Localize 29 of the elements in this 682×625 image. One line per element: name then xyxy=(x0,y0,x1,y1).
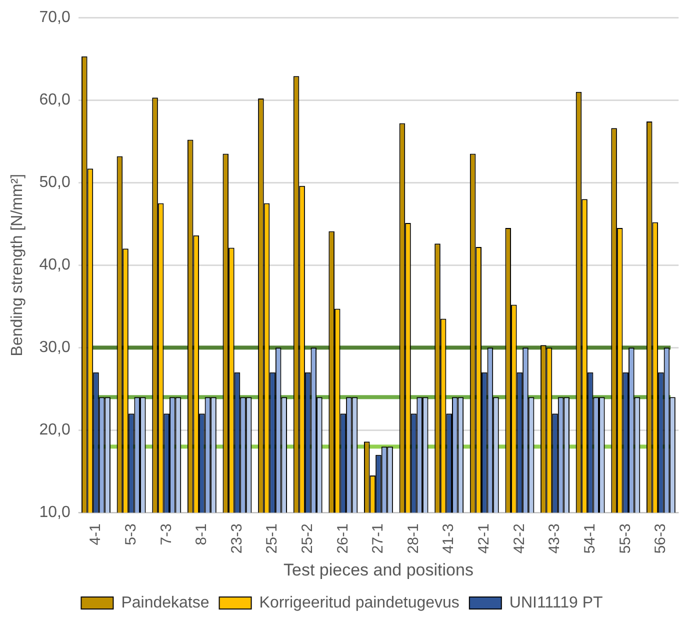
x-tick-label: 8-1 xyxy=(193,524,210,546)
x-tick-label: 26-1 xyxy=(334,524,352,554)
y-tick-label: 10,0 xyxy=(39,504,70,521)
x-tick-label: 55-3 xyxy=(616,524,634,554)
y-tick-label: 40,0 xyxy=(39,256,70,274)
x-tick-label: 42-1 xyxy=(476,524,493,554)
x-tick-label: 7-3 xyxy=(158,524,175,546)
x-axis-title: Test pieces and positions xyxy=(283,560,474,580)
x-tick-label: 25-1 xyxy=(264,524,281,554)
x-tick-label: 27-1 xyxy=(370,524,387,554)
legend-label: Korrigeeritud paindetugevus xyxy=(259,594,460,612)
x-tick-label: 54-1 xyxy=(581,524,598,554)
y-tick-label: 70,0 xyxy=(39,9,70,26)
y-axis-title: Bending strength [N/mm²] xyxy=(9,174,26,356)
x-tick-label: 28-1 xyxy=(404,524,422,554)
y-tick-label: 30,0 xyxy=(39,338,70,356)
x-tick-label: 23-3 xyxy=(228,524,246,554)
legend-label: UNI11119 PT xyxy=(509,594,604,612)
y-tick-label: 20,0 xyxy=(39,421,70,438)
x-tick-label: 43-3 xyxy=(546,524,564,554)
legend-label: Paindekatse xyxy=(121,594,210,612)
y-tick-label: 50,0 xyxy=(39,174,70,191)
x-tick-label: 25-2 xyxy=(298,524,316,554)
x-tick-label: 56-3 xyxy=(652,524,670,554)
x-tick-label: 42-2 xyxy=(510,524,528,554)
y-tick-label: 60,0 xyxy=(39,92,70,109)
x-tick-label: 41-3 xyxy=(440,524,458,554)
x-tick-label: 5-3 xyxy=(122,524,140,546)
x-tick-label: 4-1 xyxy=(87,524,104,546)
